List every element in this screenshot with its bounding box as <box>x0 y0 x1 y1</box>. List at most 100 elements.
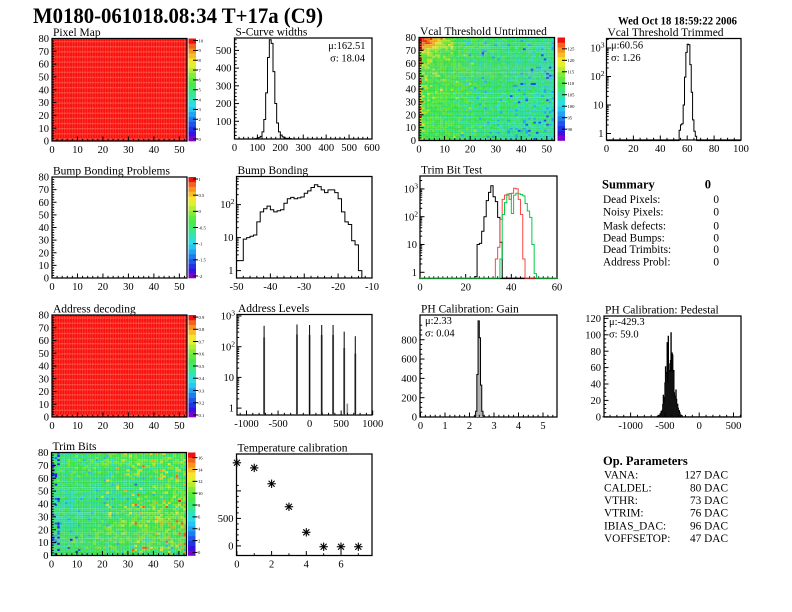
svg-text:0: 0 <box>713 244 719 256</box>
svg-text:70: 70 <box>39 185 50 196</box>
svg-text:0: 0 <box>596 412 601 423</box>
svg-text:30: 30 <box>490 145 501 156</box>
svg-text:127 DAC: 127 DAC <box>684 470 728 482</box>
svg-text:-1.5: -1.5 <box>199 258 207 263</box>
svg-text:500: 500 <box>726 421 742 432</box>
svg-text:20: 20 <box>97 560 108 571</box>
svg-text:0: 0 <box>49 560 54 571</box>
svg-text:-30: -30 <box>297 282 311 293</box>
svg-text:500: 500 <box>218 514 234 525</box>
svg-text:20: 20 <box>38 525 49 536</box>
svg-text:0: 0 <box>307 419 312 430</box>
svg-text:100: 100 <box>250 143 266 154</box>
svg-text:0: 0 <box>198 550 201 555</box>
svg-text:Mask defects:: Mask defects: <box>603 220 666 232</box>
svg-text:0.2: 0.2 <box>199 401 205 406</box>
svg-text:9: 9 <box>199 48 202 53</box>
svg-text:500: 500 <box>341 143 357 154</box>
svg-text:16: 16 <box>198 455 203 460</box>
svg-text:40: 40 <box>516 145 527 156</box>
svg-text:40: 40 <box>38 500 49 511</box>
svg-text:100: 100 <box>733 144 749 155</box>
svg-text:125: 125 <box>568 47 576 52</box>
svg-text:12: 12 <box>198 479 203 484</box>
svg-text:4: 4 <box>516 421 522 432</box>
svg-text:Dead Trimbits:: Dead Trimbits: <box>603 244 671 256</box>
svg-text:50: 50 <box>38 487 49 498</box>
svg-text:0: 0 <box>713 206 719 218</box>
svg-text:80 DAC: 80 DAC <box>690 483 728 495</box>
svg-text:σ: 1.26: σ: 1.26 <box>611 53 641 64</box>
svg-text:Address Levels: Address Levels <box>238 303 310 315</box>
svg-text:70: 70 <box>38 461 49 472</box>
svg-text:10: 10 <box>593 101 604 112</box>
svg-text:PH Calibration: Gain: PH Calibration: Gain <box>421 304 519 316</box>
svg-text:Address Probl:: Address Probl: <box>603 257 670 269</box>
svg-text:10: 10 <box>199 38 204 43</box>
svg-text:Op. Parameters: Op. Parameters <box>603 454 688 468</box>
svg-text:0: 0 <box>713 257 719 269</box>
svg-text:-1000: -1000 <box>618 421 643 432</box>
svg-text:-20: -20 <box>331 282 345 293</box>
svg-text:200: 200 <box>272 143 288 154</box>
svg-text:6: 6 <box>199 78 202 83</box>
svg-text:30: 30 <box>39 236 50 247</box>
svg-text:0: 0 <box>713 232 719 244</box>
svg-text:20: 20 <box>628 144 639 155</box>
svg-text:200: 200 <box>401 393 417 404</box>
svg-text:40: 40 <box>149 145 160 156</box>
svg-text:20: 20 <box>39 111 50 122</box>
svg-text:-500: -500 <box>655 421 674 432</box>
svg-text:400: 400 <box>216 64 232 75</box>
svg-text:10: 10 <box>72 560 83 571</box>
svg-text:10: 10 <box>39 261 50 272</box>
svg-text:1: 1 <box>199 177 202 182</box>
svg-text:20: 20 <box>39 387 50 398</box>
svg-text:0: 0 <box>199 209 202 214</box>
svg-text:105: 105 <box>568 93 576 98</box>
svg-text:Trim Bits: Trim Bits <box>53 441 98 453</box>
svg-text:400: 400 <box>318 143 334 154</box>
svg-text:IBIAS_DAC:: IBIAS_DAC: <box>604 521 666 533</box>
svg-text:-1: -1 <box>199 242 204 247</box>
svg-text:80: 80 <box>406 33 417 44</box>
svg-text:70: 70 <box>406 46 417 57</box>
svg-text:100: 100 <box>585 330 601 341</box>
svg-text:4: 4 <box>199 97 202 102</box>
svg-text:0: 0 <box>199 137 202 142</box>
svg-text:50: 50 <box>406 72 417 83</box>
svg-text:2: 2 <box>198 538 201 543</box>
svg-text:0: 0 <box>44 274 49 285</box>
svg-text:90: 90 <box>568 127 573 132</box>
svg-text:2: 2 <box>269 560 274 571</box>
svg-text:0: 0 <box>604 144 609 155</box>
svg-text:40: 40 <box>149 421 160 432</box>
svg-text:-500: -500 <box>268 419 287 430</box>
svg-text:76 DAC: 76 DAC <box>690 508 728 520</box>
svg-text:0: 0 <box>416 145 421 156</box>
svg-text:10: 10 <box>39 124 50 135</box>
svg-text:14: 14 <box>198 467 203 472</box>
svg-text:30: 30 <box>406 98 417 109</box>
svg-text:3: 3 <box>199 107 202 112</box>
svg-text:20: 20 <box>98 145 109 156</box>
svg-text:20: 20 <box>460 283 471 294</box>
svg-text:0: 0 <box>713 220 719 232</box>
svg-text:8: 8 <box>198 503 201 508</box>
svg-text:1: 1 <box>598 129 603 140</box>
svg-text:1000: 1000 <box>362 419 383 430</box>
svg-text:50: 50 <box>174 421 185 432</box>
svg-text:1: 1 <box>199 127 202 132</box>
svg-text:60: 60 <box>38 474 49 485</box>
svg-text:0: 0 <box>697 421 702 432</box>
svg-text:10: 10 <box>39 400 50 411</box>
svg-text:0.6: 0.6 <box>199 352 205 357</box>
svg-text:60: 60 <box>39 198 50 209</box>
svg-text:80: 80 <box>709 144 720 155</box>
svg-text:40: 40 <box>149 282 160 293</box>
svg-text:60: 60 <box>552 283 563 294</box>
svg-text:95: 95 <box>568 116 573 121</box>
svg-text:10: 10 <box>72 421 83 432</box>
svg-text:S-Curve widths: S-Curve widths <box>236 27 308 39</box>
svg-text:0: 0 <box>228 542 233 553</box>
